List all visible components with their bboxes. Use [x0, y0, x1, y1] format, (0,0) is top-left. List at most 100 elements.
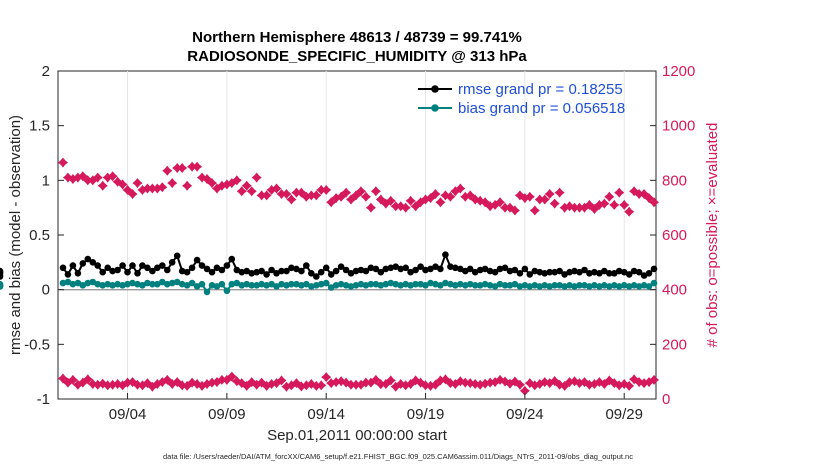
- rmse-point: [615, 267, 623, 275]
- bias-point: [442, 279, 449, 287]
- obs-possible-point: [485, 201, 496, 212]
- obs-possible-point: [554, 187, 565, 198]
- rmse-point: [273, 270, 280, 277]
- obs-evaluated-point: [644, 377, 654, 388]
- bias-point: [645, 283, 653, 290]
- obs-possible-point: [619, 199, 630, 210]
- obs-evaluated-point: [67, 374, 78, 385]
- bias-point: [452, 282, 459, 289]
- obs-possible-point: [336, 191, 347, 202]
- obs-evaluated-point: [221, 374, 232, 385]
- y-tick-label-left: 1.5: [29, 118, 50, 135]
- obs-possible-point: [589, 204, 600, 214]
- obs-possible-point: [599, 198, 610, 209]
- obs-evaluated-point: [619, 379, 630, 389]
- obs-possible-point: [251, 172, 262, 183]
- rmse-point: [327, 271, 335, 278]
- obs-evaluated-point: [544, 378, 555, 389]
- obs-evaluated-point: [445, 378, 456, 389]
- y-tick-label-right: 1000: [662, 118, 695, 135]
- obs-possible-point: [519, 193, 530, 204]
- obs-possible-point: [152, 183, 163, 194]
- obs-evaluated-point: [236, 378, 247, 389]
- rmse-point: [263, 271, 270, 278]
- bias-point: [367, 280, 375, 288]
- obs-possible-point: [326, 197, 337, 208]
- obs-evaluated-point: [107, 379, 118, 390]
- obs-possible-point: [505, 202, 515, 213]
- obs-evaluated-point: [82, 374, 93, 385]
- y-tick-label-right: 400: [662, 282, 687, 299]
- obs-possible-point: [529, 205, 540, 216]
- obs-possible-point: [162, 165, 173, 176]
- bias-point: [64, 278, 72, 286]
- rmse-point: [437, 265, 444, 273]
- rmse-point: [586, 270, 593, 277]
- bias-point: [546, 283, 553, 290]
- obs-possible-point: [430, 189, 441, 199]
- obs-evaluated-point: [450, 379, 461, 389]
- rmse-point: [69, 262, 77, 269]
- bias-point: [203, 288, 211, 296]
- bias-point: [243, 280, 250, 288]
- obs-evaluated-point: [490, 377, 501, 388]
- bias-point: [437, 282, 444, 289]
- obs-evaluated-point: [311, 380, 322, 391]
- obs-possible-point: [62, 172, 73, 183]
- obs-evaluated-point: [177, 380, 188, 391]
- rmse-point: [427, 265, 434, 273]
- obs-evaluated-point: [92, 379, 103, 390]
- rmse-point: [313, 273, 320, 280]
- bias-point: [308, 283, 315, 290]
- obs-possible-point: [72, 172, 83, 183]
- rmse-point: [362, 267, 370, 275]
- obs-evaluated-point: [465, 378, 476, 389]
- obs-possible-point: [455, 183, 466, 194]
- rmse-point: [0, 273, 4, 280]
- rmse-point: [144, 264, 151, 272]
- rmse-point: [293, 265, 300, 273]
- rmse-point: [99, 268, 106, 276]
- obs-evaluated-point: [405, 379, 416, 389]
- obs-evaluated-point: [629, 374, 640, 385]
- obs-evaluated-point: [331, 377, 342, 388]
- obs-evaluated-point: [301, 380, 312, 391]
- obs-possible-point: [594, 199, 605, 210]
- rmse-point: [149, 267, 156, 275]
- y-tick-label-left: -1: [37, 391, 50, 408]
- obs-possible-point: [475, 195, 486, 206]
- obs-evaluated-point: [157, 377, 168, 388]
- obs-evaluated-point: [589, 379, 600, 389]
- bias-point: [0, 283, 4, 290]
- bias-point: [571, 283, 578, 290]
- bias-point: [392, 280, 400, 288]
- obs-evaluated-point: [400, 380, 411, 391]
- rmse-point: [233, 266, 241, 274]
- rmse-point: [442, 251, 449, 258]
- y-tick-label-left: 2: [42, 63, 50, 80]
- obs-possible-point: [281, 189, 292, 199]
- obs-possible-point: [524, 191, 535, 202]
- obs-evaluated-point: [182, 380, 193, 391]
- obs-possible-point: [420, 194, 431, 205]
- obs-evaluated-point: [614, 380, 625, 391]
- bias-point: [84, 279, 92, 287]
- obs-possible-point: [490, 199, 501, 210]
- bias-point: [278, 280, 285, 288]
- rmse-point: [243, 267, 250, 275]
- rmse-point: [332, 267, 340, 275]
- obs-evaluated-point: [624, 380, 635, 391]
- chart-title-line1: Northern Hemisphere 48613 / 48739 = 99.7…: [192, 29, 522, 46]
- obs-evaluated-point: [276, 375, 287, 386]
- bias-point: [173, 278, 181, 286]
- obs-possible-point: [509, 205, 520, 216]
- rmse-point: [303, 262, 310, 269]
- obs-possible-point: [356, 186, 366, 197]
- obs-evaluated-point: [341, 377, 352, 388]
- obs-possible-point: [539, 194, 550, 205]
- obs-possible-point: [579, 202, 590, 213]
- rmse-point: [541, 270, 548, 277]
- obs-possible-point: [470, 194, 481, 205]
- obs-evaluated-point: [87, 379, 98, 389]
